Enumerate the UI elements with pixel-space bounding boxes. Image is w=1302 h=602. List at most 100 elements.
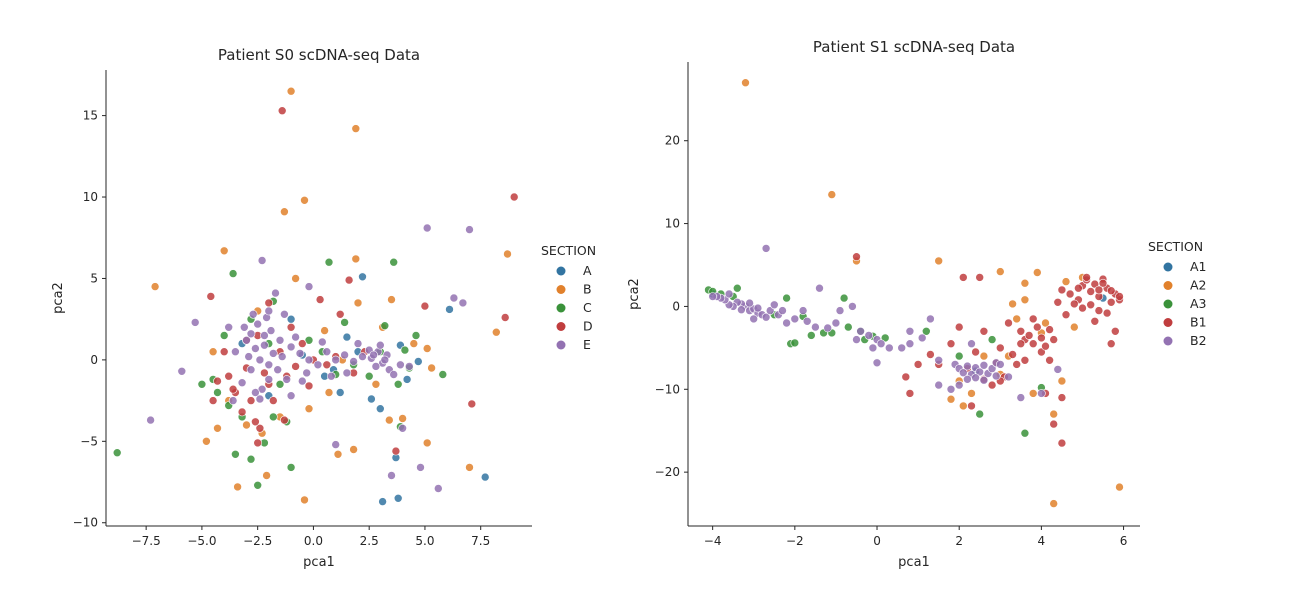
scatter-point-e	[297, 376, 307, 386]
x-tick-label: 0	[873, 534, 881, 548]
scatter-point-e	[280, 309, 289, 319]
scatter-point-b1	[1115, 292, 1124, 301]
scatter-point-b1	[1086, 287, 1095, 296]
scatter-point-a2	[1115, 482, 1124, 492]
scatter-point-e	[246, 365, 256, 375]
scatter-point-b	[422, 438, 432, 448]
scatter-point-d	[224, 371, 233, 381]
scatter-point-b1	[1061, 310, 1071, 320]
y-tick-label: −5	[80, 434, 98, 448]
scatter-point-b	[409, 339, 419, 348]
scatter-point-b	[387, 295, 396, 304]
legend-marker-c	[556, 303, 566, 313]
scatter-point-a3	[1020, 428, 1030, 438]
legend-marker-d	[556, 322, 566, 331]
scatter-point-e	[275, 335, 285, 345]
x-tick-label: −5.0	[187, 534, 216, 548]
scatter-point-b	[384, 415, 394, 425]
scatter-point-b2	[823, 323, 833, 333]
scatter-point-e	[231, 347, 240, 357]
scatter-point-a3	[782, 293, 791, 303]
scatter-point-b1	[1070, 299, 1079, 309]
scatter-point-b1	[1078, 303, 1087, 313]
scatter-point-a2	[1033, 268, 1042, 277]
scatter-point-e	[271, 288, 280, 298]
scatter-point-e	[277, 352, 287, 361]
scatter-point-e	[404, 362, 414, 371]
scatter-point-b1	[987, 380, 997, 390]
scatter-point-b2	[835, 306, 845, 315]
scatter-point-e	[449, 293, 459, 303]
scatter-point-b1	[1106, 339, 1116, 349]
scatter-point-b	[353, 298, 363, 308]
scatter-point-a	[367, 394, 376, 404]
scatter-point-b2	[991, 371, 1001, 381]
scatter-point-b	[233, 482, 242, 492]
scatter-point-c	[219, 331, 229, 340]
scatter-point-b2	[884, 343, 894, 353]
scatter-point-e	[253, 319, 263, 329]
scatter-point-b2	[958, 368, 968, 378]
scatter-point-b2	[815, 283, 824, 293]
y-tick-label: −10	[73, 516, 98, 530]
scatter-point-b2	[769, 300, 779, 310]
legend: SECTION A1 A2 A3 B1 B2	[1148, 239, 1207, 348]
scatter-point-e	[331, 355, 341, 365]
scatter-point-a	[413, 357, 423, 366]
scatter-point-e	[264, 375, 274, 384]
scatter-point-d	[297, 339, 307, 348]
scatter-point-b1	[1045, 355, 1054, 365]
scatter-point-b2	[868, 343, 878, 353]
scatter-point-e	[387, 471, 396, 480]
scatter-point-b	[286, 86, 296, 96]
legend-label-b1: B1	[1190, 315, 1207, 330]
y-tick-label: −20	[655, 465, 680, 479]
scatter-point-b2	[967, 339, 976, 349]
y-axis-label: pca2	[51, 282, 66, 314]
scatter-point-d	[335, 309, 345, 319]
scatter-point-e	[465, 225, 474, 234]
scatter-point-b1	[958, 273, 968, 282]
scatter-point-b2	[1037, 389, 1046, 398]
scatter-point-a2	[1041, 318, 1050, 328]
legend-marker-a	[556, 266, 566, 276]
scatter-point-a2	[1008, 299, 1017, 309]
scatter-point-b1	[1016, 326, 1026, 336]
scatter-point-a2	[934, 256, 944, 266]
scatter-point-b2	[926, 314, 935, 324]
scatter-point-a3	[839, 293, 849, 303]
y-tick-label: 0	[90, 353, 98, 367]
scatter-point-a2	[946, 394, 956, 404]
scatter-point-b2	[975, 367, 985, 377]
legend-marker-b2	[1163, 336, 1173, 346]
scatter-point-a2	[958, 401, 968, 411]
scatter-point-b1	[979, 326, 989, 336]
scatter-point-e	[177, 366, 187, 376]
scatter-point-b1	[1082, 273, 1091, 282]
scatter-point-b	[208, 347, 218, 357]
scatter-point-b1	[1053, 297, 1063, 307]
scatter-point-e	[286, 391, 296, 401]
scatter-points	[112, 86, 519, 506]
scatter-point-e	[349, 357, 358, 366]
scatter-point-b1	[1049, 419, 1058, 429]
scatter-point-b1	[1106, 286, 1116, 296]
scatter-point-b1	[1094, 285, 1104, 295]
x-tick-label: −4	[704, 534, 722, 548]
scatter-point-b1	[975, 273, 985, 282]
scatter-point-b2	[876, 339, 886, 349]
scatter-point-a	[445, 305, 454, 314]
scatter-point-b	[300, 495, 309, 505]
scatter-point-a3	[954, 351, 964, 361]
scatter-point-b2	[946, 384, 956, 394]
scatter-point-d	[255, 423, 265, 433]
scatter-point-b1	[1057, 438, 1067, 448]
scatter-point-b	[427, 363, 436, 373]
scatter-point-b2	[765, 306, 775, 315]
scatter-point-b1	[901, 372, 911, 382]
x-axis-label: pca1	[303, 555, 335, 570]
scatter-point-b2	[979, 375, 989, 385]
scatter-point-e	[304, 282, 314, 291]
scatter-point-e	[295, 349, 305, 358]
